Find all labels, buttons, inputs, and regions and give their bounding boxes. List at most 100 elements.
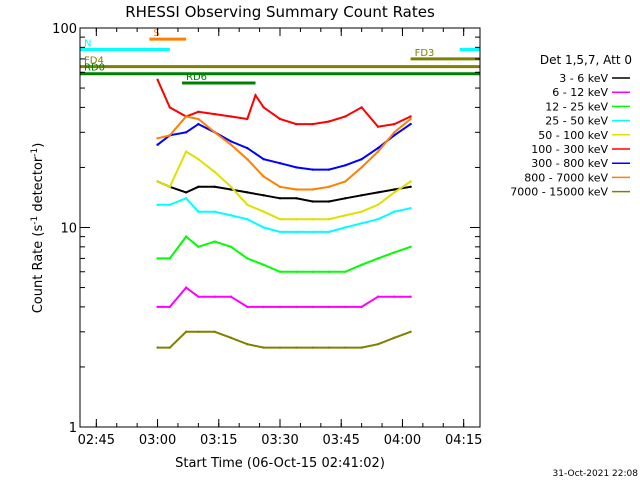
- series-7-point: [262, 175, 265, 178]
- series-5-point: [327, 120, 331, 123]
- series-8-point: [295, 346, 298, 349]
- x-axis-label: Start Time (06-Oct-15 02:41:02): [175, 456, 385, 471]
- series-4-point: [184, 150, 188, 153]
- series-4-point: [327, 218, 331, 221]
- series-5-point: [197, 110, 200, 114]
- series-8-point: [311, 346, 314, 349]
- series-7-point: [409, 117, 412, 121]
- series-7-point: [295, 188, 298, 191]
- plot-frame: [79, 27, 481, 428]
- series-6-point: [278, 162, 282, 165]
- flag-label: RD0: [84, 63, 105, 74]
- x-tick-label: 04:00: [384, 433, 421, 448]
- series-0-point: [213, 185, 216, 188]
- series-3-point: [295, 230, 298, 234]
- series-0-point: [197, 185, 200, 188]
- series-3-point: [156, 203, 159, 206]
- series-2-point: [295, 270, 298, 273]
- series-3-point: [344, 226, 347, 229]
- series-7-point: [168, 134, 171, 137]
- series-6-point: [197, 122, 200, 126]
- series-6-point: [360, 158, 363, 161]
- series-7-point: [156, 137, 159, 140]
- series-0-point: [327, 200, 331, 203]
- series-0-point: [311, 200, 314, 203]
- series-6-point: [327, 168, 331, 171]
- series-2-point: [327, 270, 331, 273]
- series-4-point: [344, 214, 347, 217]
- series-4-point: [409, 180, 412, 183]
- series-2-point: [360, 263, 363, 266]
- series-5-point: [213, 112, 216, 116]
- series-7-point: [344, 180, 347, 183]
- series-8-point: [409, 330, 412, 333]
- series-6-point: [393, 134, 396, 137]
- series-2-point: [344, 270, 347, 273]
- series-line-3: [157, 197, 411, 233]
- series-8-point: [360, 346, 363, 349]
- series-4-point: [156, 180, 159, 183]
- y-axis-label-mid: detector: [31, 156, 46, 216]
- y-tick-label: 100: [52, 22, 77, 37]
- series-line-7: [157, 115, 412, 191]
- series-7-point: [393, 131, 396, 134]
- series-8-point: [184, 330, 188, 333]
- series-1-point: [184, 286, 188, 289]
- flag-label: RD6: [186, 72, 207, 83]
- series-4-point: [229, 185, 233, 188]
- series-7-point: [278, 185, 282, 188]
- series-1-point: [156, 305, 159, 309]
- series-6-point: [409, 122, 412, 126]
- series-7-point: [360, 166, 363, 169]
- series-line-5: [156, 79, 412, 128]
- series-2-point: [197, 245, 200, 248]
- series-4-point: [262, 210, 265, 213]
- series-3-point: [213, 210, 216, 213]
- flag-label: S: [153, 28, 159, 39]
- series-3-point: [184, 197, 188, 200]
- y-axis-label-sup-1: -1: [30, 216, 40, 225]
- flag-label: N: [84, 39, 91, 50]
- series-6-point: [229, 140, 233, 143]
- series-1-point: [311, 305, 314, 309]
- y-ticks: 1 10 100: [52, 22, 480, 436]
- series-4-point: [278, 218, 282, 221]
- series-3-point: [311, 230, 314, 234]
- legend-label-2: 12 - 25 keV: [545, 100, 608, 113]
- series-3-point: [168, 203, 171, 206]
- series-0-point: [409, 185, 412, 188]
- series-8-point: [327, 346, 331, 349]
- series-1-point: [376, 295, 380, 298]
- legend-label-1: 6 - 12 keV: [552, 86, 608, 99]
- series-8-point: [168, 346, 171, 349]
- series-2-point: [409, 245, 412, 248]
- series-3-point: [393, 210, 396, 213]
- x-tick-label: 04:15: [445, 433, 482, 448]
- series-1-point: [327, 305, 331, 309]
- x-ticks: 02:45 03:00 03:15 03:30 03:45 04:00 04:15: [78, 28, 482, 448]
- series-5-point: [246, 117, 249, 121]
- legend-label-8: 7000 - 15000 keV: [510, 186, 608, 199]
- series-2-point: [393, 251, 396, 254]
- legend-label-0: 3 - 6 keV: [559, 72, 608, 85]
- series-line-6: [156, 122, 412, 171]
- series-2-point: [229, 245, 233, 248]
- series-3-point: [229, 214, 233, 217]
- x-tick-label: 03:30: [261, 433, 298, 448]
- series-5-point: [393, 122, 396, 126]
- series-1-point: [393, 295, 396, 298]
- series-2-point: [278, 270, 282, 273]
- series-3-point: [262, 226, 265, 229]
- series-6-point: [262, 158, 265, 161]
- series-0-point: [393, 188, 396, 191]
- series-8-point: [197, 330, 200, 333]
- y-axis-label-main: Count Rate (s: [31, 225, 46, 314]
- series-6-point: [246, 146, 249, 150]
- series-line-1: [157, 286, 411, 308]
- series-5-point: [409, 115, 412, 118]
- series-7-point: [311, 188, 314, 191]
- series-5-point: [229, 115, 233, 118]
